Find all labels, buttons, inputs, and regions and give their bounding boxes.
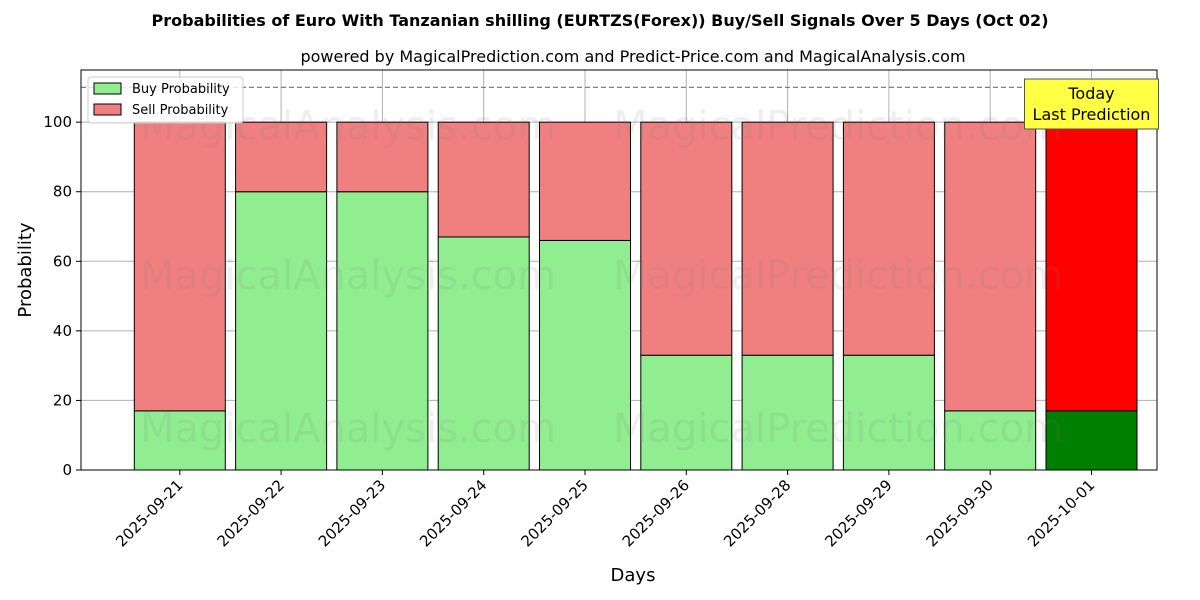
today-annotation: Today Last Prediction (1024, 78, 1159, 130)
watermark-text: MagicalAnalysis.com (140, 406, 556, 452)
x-tick-label: 2025-09-30 (923, 476, 997, 550)
legend-label: Buy Probability (132, 82, 230, 97)
x-tick-label: 2025-09-23 (315, 476, 389, 550)
x-tick-label: 2025-09-22 (214, 476, 288, 550)
chart-title: Probabilities of Euro With Tanzanian shi… (152, 11, 1049, 30)
annotation-box (1024, 78, 1159, 130)
x-tick-label: 2025-09-21 (112, 476, 186, 550)
y-tick-label: 40 (53, 322, 72, 340)
buy-bar (1045, 410, 1138, 471)
watermark-text: MagicalPrediction.com (613, 104, 1063, 150)
y-tick-label: 60 (53, 252, 72, 270)
watermark-text: MagicalPrediction.com (613, 253, 1063, 299)
sell-bar (842, 121, 935, 356)
sell-bar (336, 121, 429, 193)
buy-bar (336, 191, 429, 471)
sell-bar (539, 121, 631, 241)
annotation-text: Last Prediction (1033, 105, 1151, 124)
x-tick-label: 2025-10-01 (1024, 476, 1098, 550)
y-axis-ticks: 0 20 40 60 80 100 (43, 113, 81, 479)
legend-swatch (93, 82, 122, 95)
legend-swatch (93, 103, 122, 116)
buy-bar (842, 354, 935, 471)
legend: Buy Probability Sell Probability (87, 76, 244, 124)
y-tick-label: 80 (53, 183, 72, 201)
x-tick-label: 2025-09-24 (416, 476, 490, 550)
sell-bar (741, 121, 834, 356)
sell-bar (437, 121, 530, 238)
plot-frame (80, 69, 1158, 471)
x-tick-label: 2025-09-29 (821, 476, 895, 550)
buy-bar (539, 239, 631, 471)
sell-bar (133, 121, 226, 412)
watermark-text: MagicalPrediction.com (613, 406, 1063, 452)
buy-bar (437, 236, 530, 471)
buy-bar (944, 410, 1037, 471)
sell-bar (944, 121, 1037, 412)
chart-subtitle: powered by MagicalPrediction.com and Pre… (300, 47, 965, 66)
y-axis-label: Probability (15, 222, 36, 317)
sell-bar (235, 121, 328, 193)
legend-box (87, 76, 244, 124)
buy-bar (640, 354, 733, 471)
y-tick-label: 0 (62, 461, 72, 479)
x-axis-ticks: 2025-09-21 2025-09-22 2025-09-23 2025-09-24… (112, 470, 1098, 550)
sell-bar (1045, 121, 1138, 412)
y-tick-label: 100 (43, 113, 72, 131)
y-tick-label: 20 (53, 391, 72, 409)
annotation-text: Today (1067, 84, 1114, 103)
x-axis-label: Days (611, 565, 656, 586)
legend-label: Sell Probability (132, 103, 229, 118)
x-tick-label: 2025-09-28 (720, 476, 794, 550)
buy-bar (741, 354, 834, 471)
sell-bar (640, 121, 733, 356)
x-tick-label: 2025-09-26 (619, 476, 693, 550)
x-tick-label: 2025-09-25 (517, 476, 591, 550)
watermark-text: MagicalAnalysis.com (140, 253, 556, 299)
bars (133, 121, 1138, 471)
